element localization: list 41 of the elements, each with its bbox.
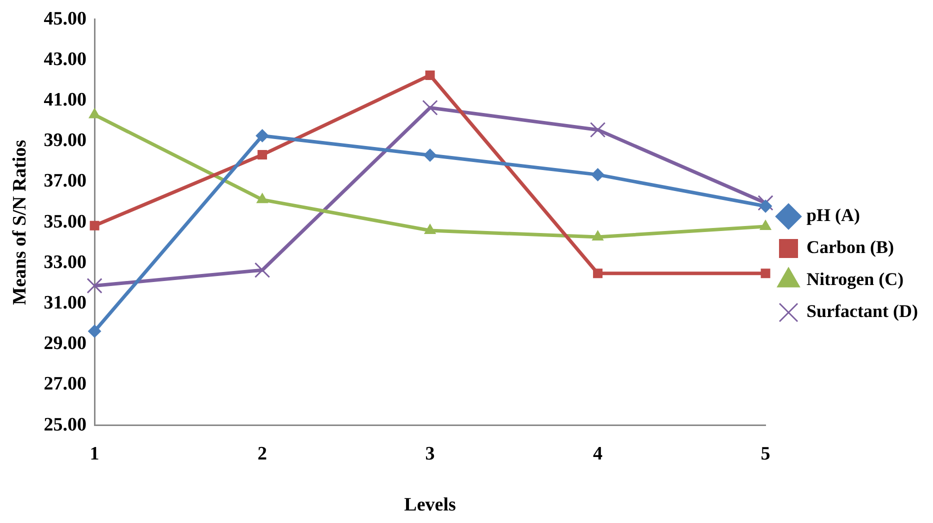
y-tick-label: 43.00 — [44, 48, 87, 70]
y-tick-label: 27.00 — [44, 374, 87, 395]
point — [422, 100, 438, 116]
point — [88, 108, 100, 118]
point — [760, 220, 772, 230]
y-tick-label: 45.00 — [44, 8, 87, 30]
y-tick-label: 33.00 — [44, 252, 87, 273]
y-tick-label: 35.00 — [44, 211, 87, 232]
point — [258, 150, 268, 160]
x-tick-label: 5 — [760, 444, 770, 465]
point — [590, 122, 606, 138]
y-tick-label: 41.00 — [44, 90, 87, 111]
point — [591, 168, 604, 182]
legend-label: Nitrogen (C) — [806, 269, 904, 290]
x-axis-title: Levels — [404, 494, 456, 516]
point — [592, 230, 604, 241]
y-tick-label: 39.00 — [44, 130, 87, 152]
legend-label: Carbon (B) — [806, 237, 894, 258]
point — [256, 129, 269, 142]
point — [424, 148, 437, 162]
point — [90, 220, 100, 230]
x-tick-label: 3 — [425, 444, 435, 465]
point — [424, 224, 436, 234]
point — [425, 70, 435, 80]
y-tick-label: 31.00 — [44, 292, 87, 314]
x-tick-label: 2 — [258, 444, 268, 465]
point — [256, 193, 268, 204]
y-tick-label: 29.00 — [44, 333, 87, 354]
legend-label: pH (A) — [806, 205, 860, 226]
point — [760, 268, 770, 278]
point — [88, 324, 102, 338]
point — [593, 268, 603, 278]
point — [86, 278, 102, 294]
y-tick-label: 37.00 — [44, 170, 87, 192]
point — [759, 200, 772, 213]
y-axis-title: Means of S/N Ratios — [9, 140, 30, 305]
x-tick-label: 4 — [593, 444, 604, 465]
y-tick-label: 25.00 — [44, 414, 87, 436]
legend-label: Surfactant (D) — [806, 301, 918, 322]
x-tick-label: 1 — [90, 444, 100, 465]
point — [254, 262, 270, 278]
